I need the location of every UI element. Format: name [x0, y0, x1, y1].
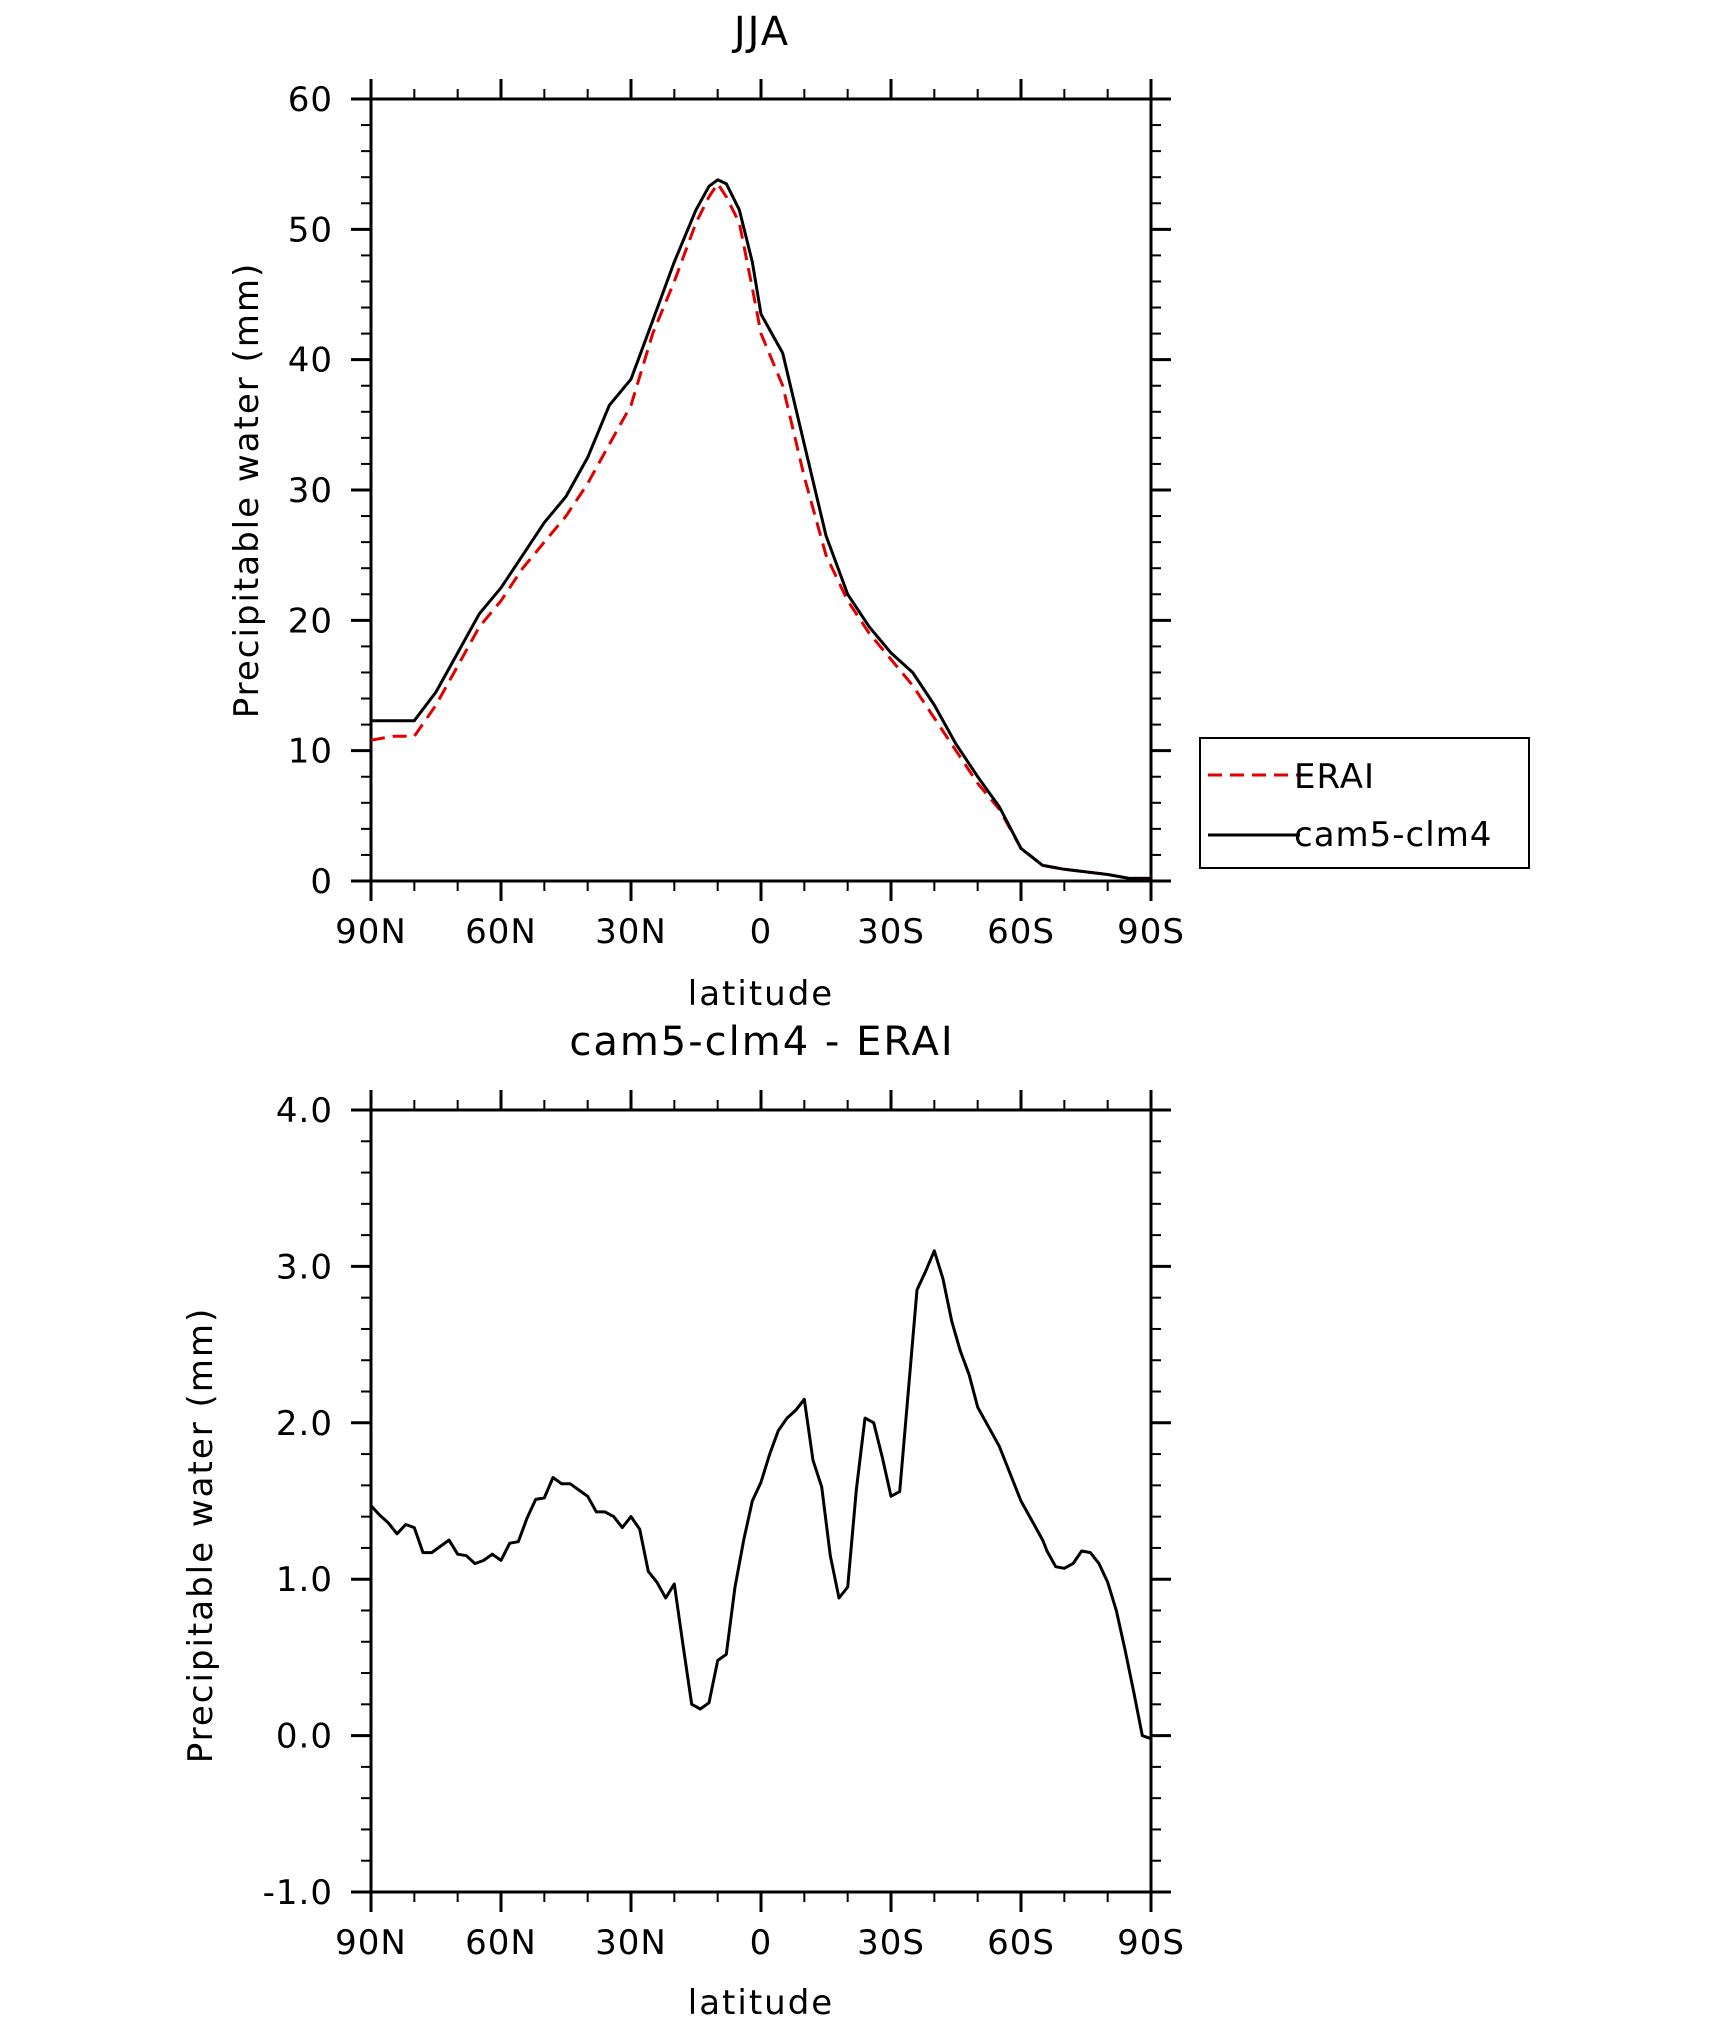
- y-tick-label: 0: [310, 862, 333, 902]
- chart-bottom-xlabel: latitude: [688, 1983, 834, 2021]
- x-tick-label: 60S: [987, 1923, 1055, 1963]
- x-tick-label: 90N: [335, 1923, 407, 1963]
- x-tick-label: 0: [750, 912, 773, 952]
- y-tick-label: 3.0: [276, 1247, 333, 1287]
- legend-cam5-label: cam5-clm4: [1294, 815, 1492, 855]
- x-tick-label: 60N: [465, 1923, 537, 1963]
- x-tick-label: 30N: [595, 912, 667, 952]
- x-tick-label: 30S: [857, 1923, 925, 1963]
- y-tick-label: 20: [288, 601, 333, 641]
- x-tick-label: 90N: [335, 912, 407, 952]
- x-tick-label: 90S: [1117, 1923, 1185, 1963]
- chart-bottom-xtick-labels: 90N 60N 30N 0 30S 60S 90S: [335, 1923, 1185, 1963]
- y-tick-label: 60: [288, 80, 333, 120]
- chart-bottom-title: cam5-clm4 - ERAI: [569, 1019, 954, 1065]
- chart-top: JJA 90N 60N 30N 0 30S 60S 90S 0 10 20 30 40 50 60 la…: [227, 9, 1530, 1014]
- y-tick-label: 1.0: [276, 1560, 333, 1600]
- x-tick-label: 60S: [987, 912, 1055, 952]
- chart-bottom: cam5-clm4 - ERAI 90N 60N 30N 0 30S 60S 90S -1.…: [181, 1019, 1185, 2021]
- chart-top-legend: ERAI cam5-clm4: [1199, 737, 1530, 869]
- chart-top-ylabel: Precipitable water (mm): [227, 262, 267, 719]
- chart-bottom-series: [369, 1249, 1152, 1741]
- y-tick-label: 10: [288, 732, 333, 772]
- x-tick-label: 90S: [1117, 912, 1185, 952]
- x-tick-label: 60N: [465, 912, 537, 952]
- y-tick-label: 2.0: [276, 1404, 333, 1444]
- x-tick-label: 30N: [595, 1923, 667, 1963]
- erai-line: [370, 182, 1151, 880]
- legend-box: [1199, 737, 1530, 869]
- chart-bottom-ylabel: Precipitable water (mm): [181, 1307, 221, 1764]
- chart-bottom-ytick-labels: -1.0 0.0 1.0 2.0 3.0 4.0: [263, 1091, 333, 1913]
- x-tick-label: 0: [750, 1923, 773, 1963]
- y-tick-label: -1.0: [263, 1873, 333, 1913]
- chart-bottom-frame: [369, 1108, 1153, 1894]
- chart-top-frame: [369, 97, 1153, 883]
- chart-bottom-ticks: [351, 1090, 1171, 1912]
- cam5-clm4-line: [371, 178, 1151, 880]
- chart-top-title: JJA: [731, 9, 790, 55]
- y-tick-label: 30: [288, 471, 333, 511]
- chart-top-xtick-labels: 90N 60N 30N 0 30S 60S 90S: [335, 912, 1185, 952]
- y-tick-label: 50: [288, 210, 333, 250]
- y-tick-label: 4.0: [276, 1091, 333, 1131]
- chart-top-ytick-labels: 0 10 20 30 40 50 60: [288, 80, 333, 902]
- chart-top-ticks: [351, 79, 1171, 901]
- y-tick-label: 40: [288, 341, 333, 381]
- chart-top-xlabel: latitude: [688, 974, 834, 1014]
- chart-top-series: [370, 178, 1151, 880]
- x-tick-label: 30S: [857, 912, 925, 952]
- difference-line: [369, 1249, 1152, 1741]
- y-tick-label: 0.0: [276, 1717, 333, 1757]
- legend-erai-label: ERAI: [1294, 757, 1375, 797]
